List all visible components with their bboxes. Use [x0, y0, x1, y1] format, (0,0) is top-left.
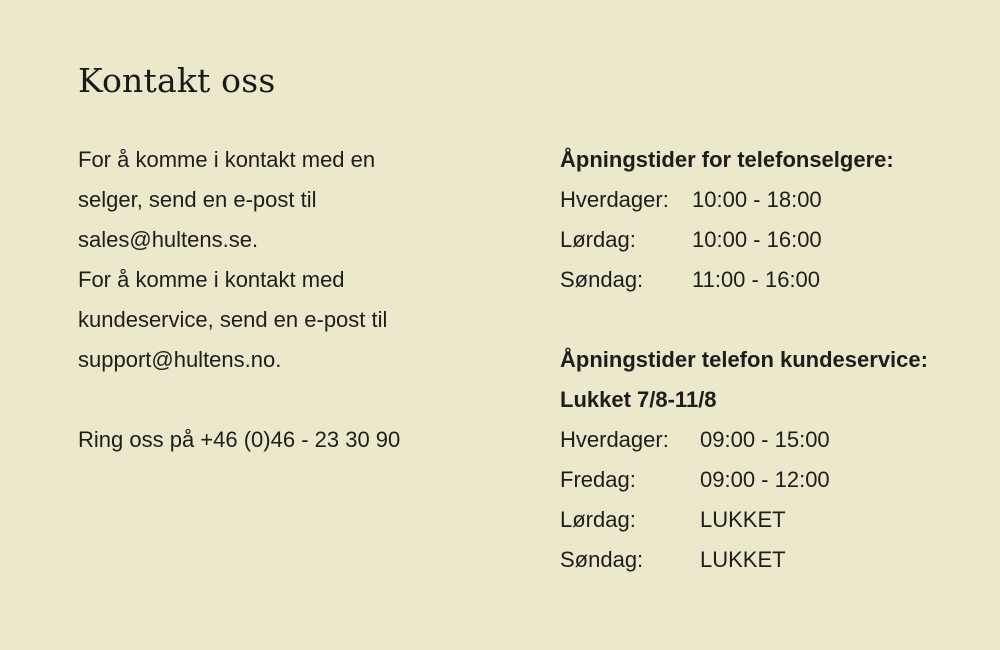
day-label: Hverdager: [560, 187, 669, 212]
time-value: 09:00 - 15:00 [700, 427, 830, 452]
day-label: Lørdag: [560, 227, 636, 252]
customer-service-hours-list: Hverdager: 09:00 - 15:00 Fredag: 09:00 -… [560, 420, 990, 580]
sales-hours-list: Hverdager: 10:00 - 18:00 Lørdag: 10:00 -… [560, 180, 990, 300]
hours-row-sunday: Søndag: LUKKET [560, 540, 990, 580]
hours-row-saturday: Lørdag: LUKKET [560, 500, 990, 540]
contact-info-column: For å komme i kontakt med en selger, sen… [78, 140, 548, 460]
sales-hours-heading: Åpningstider for telefonselgere: [560, 147, 894, 172]
day-label: Søndag: [560, 267, 644, 292]
hours-row-weekdays: Hverdager: 09:00 - 15:00 [560, 420, 990, 460]
customer-service-hours-heading: Åpningstider telefon kundeservice: [560, 347, 928, 372]
day-label: Søndag: [560, 547, 644, 572]
hours-row-saturday: Lørdag: 10:00 - 16:00 [560, 220, 990, 260]
time-value: 09:00 - 12:00 [700, 467, 830, 492]
time-value: 10:00 - 18:00 [692, 187, 822, 212]
day-label: Fredag: [560, 467, 636, 492]
hours-row-sunday: Søndag: 11:00 - 16:00 [560, 260, 990, 300]
time-value: LUKKET [700, 507, 786, 532]
phone-line: Ring oss på +46 (0)46 - 23 30 90 [78, 427, 401, 452]
sales-email-text: sales@hultens.se. [78, 227, 259, 252]
spacer [560, 300, 990, 340]
time-value: 10:00 - 16:00 [692, 227, 822, 252]
support-email-text: support@hultens.no. [78, 347, 282, 372]
closed-notice: Lukket 7/8-11/8 [560, 387, 717, 412]
time-value: LUKKET [700, 547, 786, 572]
hours-row-friday: Fredag: 09:00 - 12:00 [560, 460, 990, 500]
contact-text-line: kundeservice, send en e-post til [78, 307, 388, 332]
opening-hours-column: Åpningstider for telefonselgere: Hverdag… [560, 140, 990, 580]
time-value: 11:00 - 16:00 [692, 267, 821, 292]
day-label: Lørdag: [560, 507, 636, 532]
day-label: Hverdager: [560, 427, 669, 452]
contact-text-line: selger, send en e-post til [78, 187, 317, 212]
contact-text-line: For å komme i kontakt med en [78, 147, 376, 172]
hours-row-weekdays: Hverdager: 10:00 - 18:00 [560, 180, 990, 220]
spacer [78, 380, 548, 420]
contact-text-line: For å komme i kontakt med [78, 267, 345, 292]
page-title: Kontakt oss [78, 61, 276, 100]
